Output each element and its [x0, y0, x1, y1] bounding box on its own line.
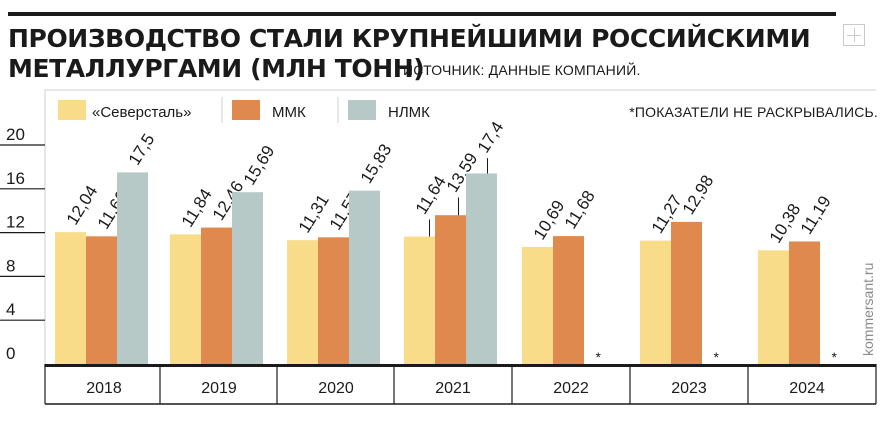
x-tick-label: 2022	[553, 380, 589, 397]
chart-title-line-1: ПРОИЗВОДСТВО СТАЛИ КРУПНЕЙШИМИ РОССИЙСКИ…	[8, 24, 811, 53]
x-tick-label: 2018	[86, 380, 122, 397]
y-tick-label: 8	[6, 256, 15, 275]
data-label: 15,83	[357, 141, 396, 187]
y-tick-label: 16	[6, 169, 25, 188]
bar	[435, 215, 466, 364]
bar	[55, 232, 86, 364]
bar	[170, 234, 201, 364]
legend-label: ММК	[272, 104, 306, 121]
data-label: 17,5	[125, 130, 159, 168]
source-note: ИСТОЧНИК: ДАННЫЕ КОМПАНИЙ.	[403, 62, 641, 78]
legend-swatch	[58, 100, 86, 120]
x-axis-line	[45, 364, 876, 367]
bar	[522, 246, 553, 364]
x-tick-label: 2020	[318, 380, 354, 397]
missing-data-marker: *	[596, 349, 602, 365]
x-tick-label: 2021	[435, 380, 471, 397]
y-tick-label: 0	[6, 344, 15, 363]
bar	[117, 172, 148, 364]
data-label: 17,4	[474, 118, 508, 156]
bar	[640, 240, 671, 364]
bar	[466, 173, 497, 364]
bar	[404, 236, 435, 364]
bar	[349, 190, 380, 364]
x-tick-label: 2024	[789, 380, 825, 397]
footnote: *ПОКАЗАТЕЛИ НЕ РАСКРЫВАЛИСЬ.	[629, 104, 878, 120]
y-tick-label: 12	[6, 213, 25, 232]
data-label: 11,64	[412, 173, 450, 218]
legend-label: НЛМК	[388, 104, 430, 121]
y-tick-label: 4	[6, 300, 15, 319]
bar	[201, 227, 232, 364]
data-label: 11,31	[295, 191, 333, 236]
legend-swatch	[348, 100, 376, 120]
missing-data-marker: *	[832, 349, 838, 365]
bar	[287, 240, 318, 364]
legend-swatch	[232, 100, 260, 120]
legend-label: «Северсталь»	[92, 104, 191, 121]
data-label: 12,98	[679, 172, 718, 218]
bar	[232, 192, 263, 364]
bar	[789, 241, 820, 364]
top-rule	[8, 12, 836, 16]
bar	[671, 221, 702, 364]
missing-data-marker: *	[714, 349, 720, 365]
chart-title-line-2: МЕТАЛЛУРГАМИ (МЛН ТОНН)	[8, 54, 425, 83]
data-label: 11,19	[797, 193, 835, 238]
x-tick-label: 2023	[671, 380, 707, 397]
data-label: 11,84	[178, 185, 216, 230]
bar	[318, 237, 349, 364]
bar	[86, 236, 117, 364]
bar	[758, 250, 789, 364]
expand-icon[interactable]	[843, 24, 865, 46]
data-label: 15,69	[240, 142, 279, 188]
y-tick-label: 20	[6, 125, 25, 144]
x-tick-label: 2019	[201, 380, 237, 397]
bar	[553, 236, 584, 364]
